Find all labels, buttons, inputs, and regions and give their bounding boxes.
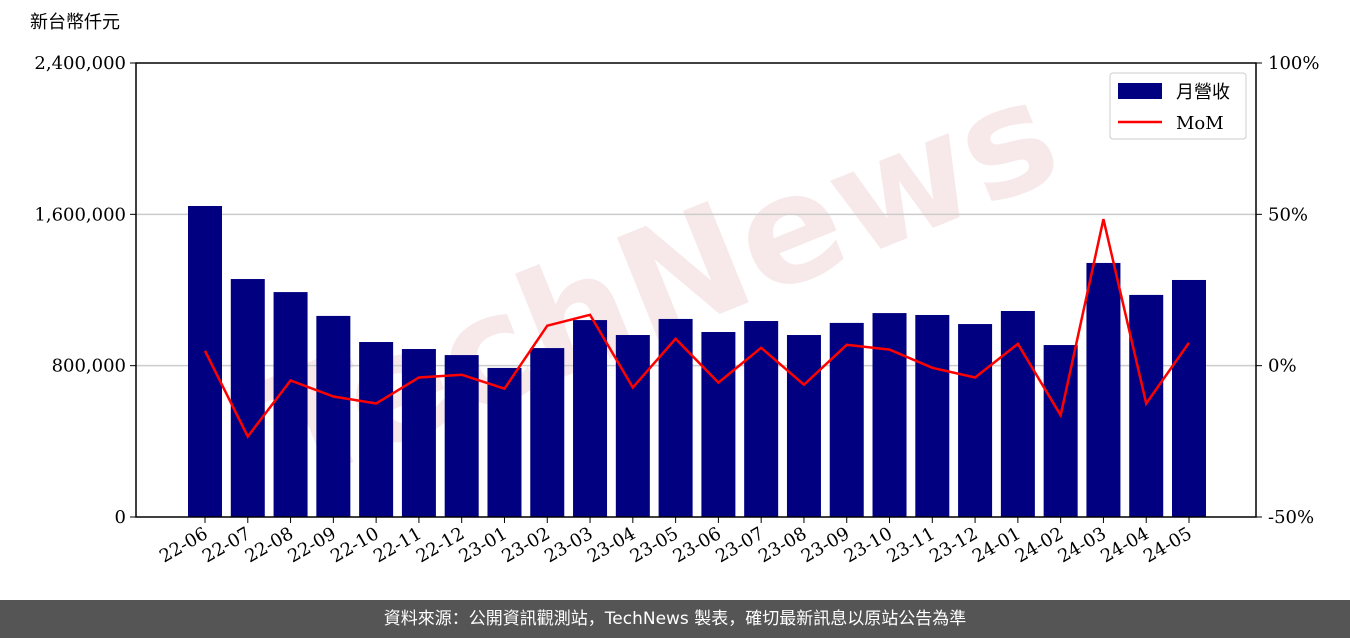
bar: [872, 313, 907, 517]
x-tick-label: 22-12: [413, 523, 468, 567]
x-tick-label: 24-03: [1054, 523, 1109, 567]
plot-frame: [135, 62, 1257, 518]
bar: [530, 348, 565, 517]
legend-swatch: [1118, 83, 1162, 99]
bar: [487, 367, 522, 517]
legend-label: MoM: [1176, 113, 1224, 134]
x-tick-label: 23-04: [584, 523, 639, 567]
line: [203, 218, 1191, 439]
x-tick-label: 24-02: [1012, 523, 1067, 567]
bar: [188, 206, 222, 517]
bar: [1129, 294, 1164, 517]
x-tick-label: 24-05: [1140, 523, 1195, 567]
x-tick-label: 23-03: [541, 523, 596, 567]
bar: [273, 292, 308, 517]
x-tick-label: 23-06: [669, 523, 724, 567]
bar: [401, 349, 436, 517]
bar: [915, 314, 950, 517]
x-tick-label: 23-05: [627, 523, 682, 567]
x-tick-label: 23-12: [926, 523, 981, 567]
bar: [658, 318, 693, 517]
bar: [958, 324, 993, 517]
y2-tick-label: 0%: [1268, 356, 1297, 377]
x-tick-label: 22-06: [156, 523, 211, 567]
bar: [230, 279, 265, 517]
y-tick-label: 2,400,000: [34, 53, 126, 74]
bar: [573, 320, 608, 517]
footer: 資料來源：公開資訊觀測站，TechNews 製表，確切最新訊息以原站公告為準: [0, 600, 1350, 638]
bar: [1172, 279, 1206, 517]
y2-tick-label: 50%: [1268, 204, 1308, 225]
x-tick-label: 23-10: [841, 523, 896, 567]
y2-tick-label: 100%: [1268, 53, 1319, 74]
x-tick-label: 23-11: [883, 523, 938, 567]
x-tick-label: 22-07: [199, 523, 254, 567]
bar: [744, 321, 779, 517]
x-tick-label: 23-09: [798, 523, 853, 567]
y-tick-label: 800,000: [52, 356, 126, 377]
bar: [1000, 310, 1035, 517]
x-tick-label: 23-08: [755, 523, 810, 567]
y2-tick-label: -50%: [1268, 507, 1314, 528]
chart: 新台幣仟元 TechNews 0800,0001,600,0002,400,00…: [30, 12, 1319, 567]
legend-label: 月營收: [1176, 82, 1230, 103]
y-axis-label: 新台幣仟元: [30, 12, 120, 33]
x-tick-label: 22-08: [242, 523, 297, 567]
bar: [444, 355, 479, 517]
x-tick-label: 23-02: [498, 523, 553, 567]
x-tick-label: 24-01: [969, 523, 1024, 567]
y-tick-label: 0: [115, 507, 126, 528]
x-tick-label: 22-11: [370, 523, 425, 567]
bar: [359, 342, 394, 517]
x-tick-label: 22-10: [327, 523, 382, 567]
bar: [1043, 345, 1078, 517]
bar: [316, 315, 351, 517]
bar: [615, 335, 650, 517]
bar: [829, 322, 864, 517]
y-tick-label: 1,600,000: [34, 204, 126, 225]
bar: [701, 331, 736, 517]
x-tick-label: 24-04: [1097, 523, 1152, 567]
x-tick-label: 22-09: [284, 523, 339, 567]
x-tick-label: 23-01: [456, 523, 511, 567]
bar: [786, 335, 821, 517]
bar: [1086, 262, 1121, 517]
x-tick-label: 23-07: [712, 523, 767, 567]
